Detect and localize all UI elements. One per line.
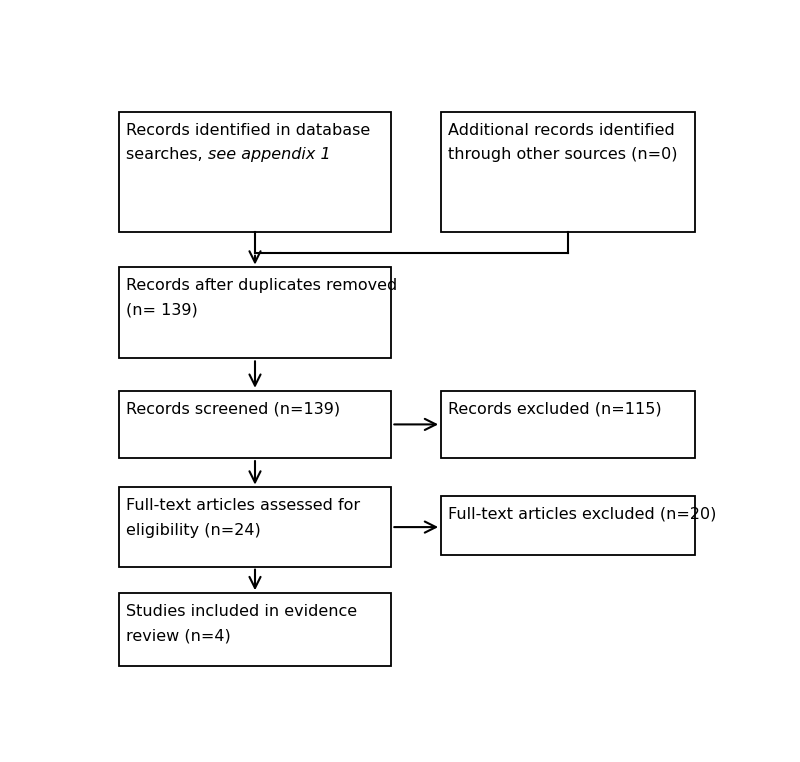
- Text: Records excluded (n=115): Records excluded (n=115): [449, 402, 662, 416]
- Text: Additional records identified: Additional records identified: [449, 123, 675, 137]
- Bar: [441, 496, 695, 555]
- Text: Records screened (n=139): Records screened (n=139): [126, 402, 340, 416]
- Text: searches,: searches,: [126, 147, 208, 162]
- Text: Records after duplicates removed: Records after duplicates removed: [126, 278, 398, 293]
- Text: Records identified in database: Records identified in database: [126, 123, 370, 137]
- Bar: [441, 112, 695, 232]
- Text: see appendix 1: see appendix 1: [208, 147, 330, 162]
- Text: Full-text articles excluded (n=20): Full-text articles excluded (n=20): [449, 507, 717, 522]
- Text: Full-text articles assessed for: Full-text articles assessed for: [126, 498, 360, 513]
- Bar: [118, 112, 391, 232]
- Text: (n= 139): (n= 139): [126, 303, 198, 318]
- Bar: [118, 593, 391, 667]
- Bar: [118, 391, 391, 458]
- Bar: [118, 267, 391, 358]
- Bar: [118, 488, 391, 567]
- Text: through other sources (n=0): through other sources (n=0): [449, 147, 678, 162]
- Text: eligibility (n=24): eligibility (n=24): [126, 523, 261, 538]
- Text: Studies included in evidence: Studies included in evidence: [126, 604, 357, 619]
- Text: review (n=4): review (n=4): [126, 629, 230, 643]
- Bar: [441, 391, 695, 458]
